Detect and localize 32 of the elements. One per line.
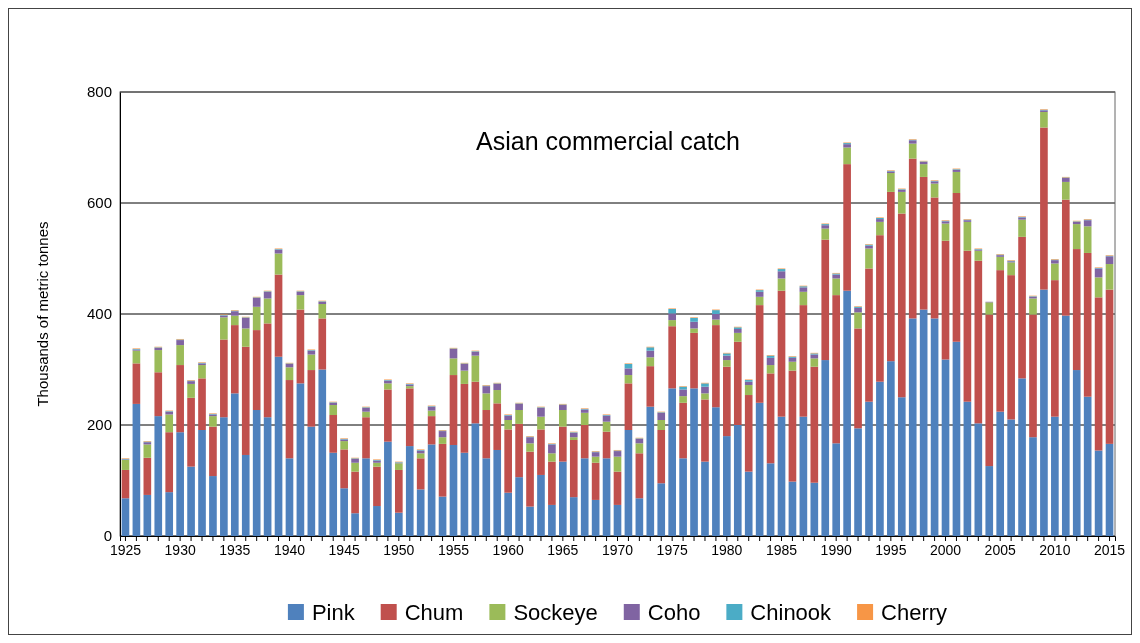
y-tick-label: 800: [86, 83, 112, 101]
y-tick-label: 400: [86, 305, 112, 323]
x-tick-label: 2010: [1039, 541, 1071, 558]
legend-label: Pink: [311, 600, 356, 625]
x-tick-label: 1990: [820, 541, 852, 558]
legend-label: Chinook: [750, 600, 833, 625]
x-tick-label: 1985: [765, 541, 798, 558]
x-tick-label: 1940: [273, 541, 306, 558]
x-tick-label: 1965: [547, 541, 579, 558]
x-tick-label: 1950: [383, 541, 415, 558]
x-tick-label: 1975: [656, 541, 688, 558]
x-tick-label: 1935: [219, 541, 251, 558]
x-tick-label: 1980: [711, 541, 743, 558]
legend-label: Coho: [647, 600, 701, 625]
x-tick-label: 1970: [601, 541, 634, 558]
x-tick-label: 1945: [328, 541, 360, 558]
x-tick-label: 2000: [929, 541, 962, 558]
legend-label: Chum: [404, 600, 464, 625]
x-tick-label: 2005: [984, 541, 1016, 558]
y-tick-label: 600: [86, 194, 112, 212]
x-tick-label: 1930: [164, 541, 196, 558]
y-axis-title: Thousands of metric tonnes: [34, 221, 51, 407]
x-tick-label: 1960: [492, 541, 524, 558]
y-tick-label: 200: [86, 416, 112, 434]
x-tick-label: 1925: [109, 541, 142, 558]
legend-label: Sockeye: [513, 600, 598, 625]
x-tick-label: 1995: [875, 541, 907, 558]
legend-label: Cherry: [881, 600, 948, 625]
y-tick-label: 0: [103, 527, 112, 545]
x-tick-label: 1955: [437, 541, 470, 558]
text: Asian commercial catch: [476, 127, 740, 155]
x-tick-label: 2015: [1093, 541, 1126, 558]
